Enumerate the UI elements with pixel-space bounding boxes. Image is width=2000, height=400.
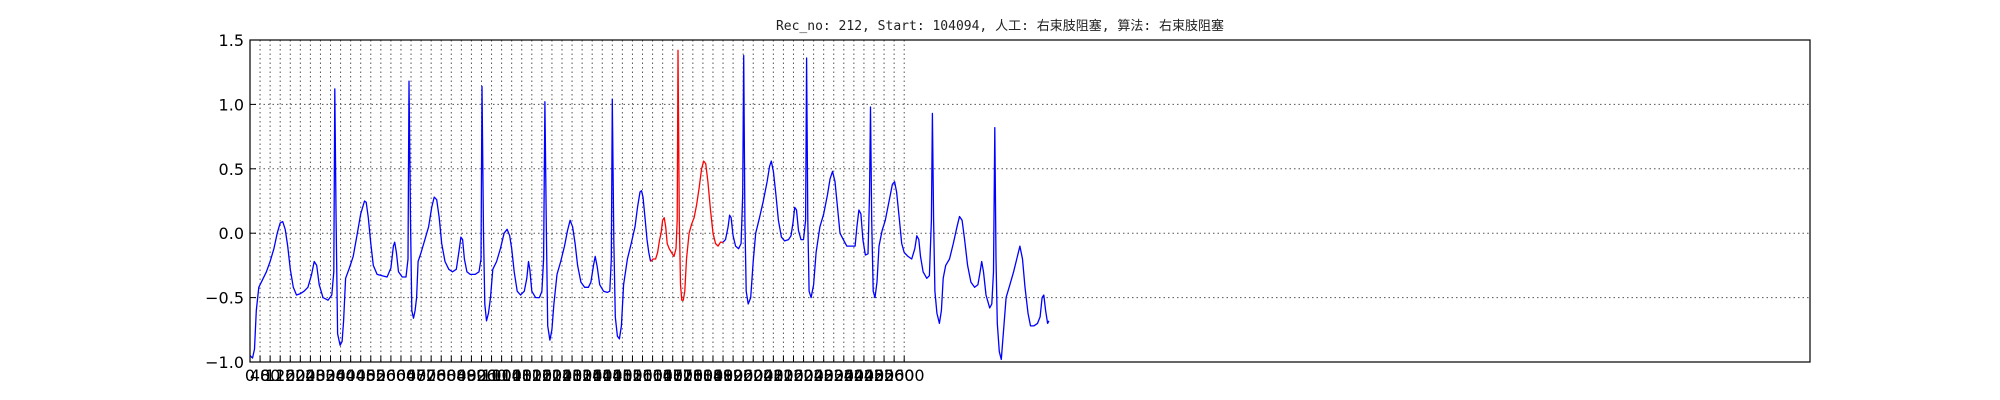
x-tick-label: 400 [335,366,366,385]
x-tick-label: 280 [305,366,336,385]
x-tick-label: 680 [406,366,437,385]
y-tick-label: 0.0 [219,224,244,243]
x-tick-label: 440 [345,366,376,385]
x-tick-label: 840 [446,366,477,385]
x-tick-label: 960 [476,366,507,385]
x-tick-label: 1960 [723,366,764,385]
x-tick-label: 2360 [823,366,864,385]
x-tick-label: 1560 [622,366,663,385]
x-tick-label: 1080 [501,366,542,385]
x-tick-label: 1320 [562,366,603,385]
x-tick-label: 1520 [612,366,653,385]
x-tick-label: 2000 [733,366,774,385]
x-tick-label: 2560 [874,366,915,385]
y-tick-label: −1.0 [205,353,244,372]
x-tick-label: 2240 [793,366,834,385]
x-tick-label: 920 [466,366,497,385]
x-tick-label: 2120 [763,366,804,385]
x-tick-label: 1000 [481,366,522,385]
x-tick-label: 720 [416,366,447,385]
x-tick-label: 320 [315,366,346,385]
x-tick-label: 40 [250,366,270,385]
x-tick-label: 760 [426,366,457,385]
x-tick-label: 520 [366,366,397,385]
x-tick-label: 1400 [582,366,623,385]
grid-lines [249,39,1810,363]
x-tick-label: 80 [260,366,280,385]
x-tick-label: 1120 [511,366,552,385]
x-tick-label: 1800 [683,366,724,385]
x-tick-label: 1600 [632,366,673,385]
x-tick-label: 1440 [592,366,633,385]
x-tick-label: 1680 [652,366,693,385]
x-tick-label: 1720 [662,366,703,385]
x-tick-label: 2280 [803,366,844,385]
series-group [249,49,1050,361]
plot-frame [249,39,1811,363]
x-tick-label: 1920 [713,366,754,385]
x-tick-label: 1760 [672,366,713,385]
x-tick-label: 640 [396,366,427,385]
x-tick-label: 1200 [532,366,573,385]
y-tick-label: 0.5 [219,160,244,179]
x-tick-label: 2160 [773,366,814,385]
x-tick-label: 1640 [642,366,683,385]
x-tick-label: 1880 [703,366,744,385]
x-tick-label: 1480 [602,366,643,385]
x-tick-label: 2600 [884,366,925,385]
x-tick-label: 800 [436,366,467,385]
x-tick-label: 480 [356,366,387,385]
x-tick-label: 2200 [783,366,824,385]
x-tick-label: 200 [285,366,316,385]
x-tick-label: 600 [386,366,417,385]
x-tick-label: 2320 [813,366,854,385]
y-tick-label: −0.5 [205,289,244,308]
x-tick-label: 2440 [844,366,885,385]
x-tick-label: 1360 [572,366,613,385]
x-tick-label: 160 [275,366,306,385]
y-tick-label: 1.5 [219,31,244,50]
x-tick-label: 1160 [522,366,563,385]
x-tick-label: 2080 [753,366,794,385]
ecg-series-line-2 [650,49,723,301]
tick-labels: −1.0 −0.5 0.0 0.5 1.0 1.5 04080120160200240280… [205,31,924,385]
x-tick-label: 1840 [693,366,734,385]
ecg-series-line-1 [249,80,652,359]
x-tick-label: 1280 [552,366,593,385]
axis-ticks [249,39,905,363]
y-tick-label: 1.0 [219,95,244,114]
x-tick-label: 360 [325,366,356,385]
x-tick-label: 0 [245,366,255,385]
ecg-series-line-3 [722,54,1050,361]
x-tick-label: 2480 [854,366,895,385]
x-tick-label: 2400 [834,366,875,385]
x-tick-label: 1240 [542,366,583,385]
x-tick-label: 2040 [743,366,784,385]
x-tick-label: 1040 [491,366,532,385]
chart-title: Rec_no: 212, Start: 104094, 人工: 右束肢阻塞, 算… [776,18,1224,34]
x-tick-label: 880 [456,366,487,385]
x-tick-label: 240 [295,366,326,385]
x-tick-label: 2520 [864,366,905,385]
x-tick-label: 560 [376,366,407,385]
x-tick-label: 120 [265,366,296,385]
